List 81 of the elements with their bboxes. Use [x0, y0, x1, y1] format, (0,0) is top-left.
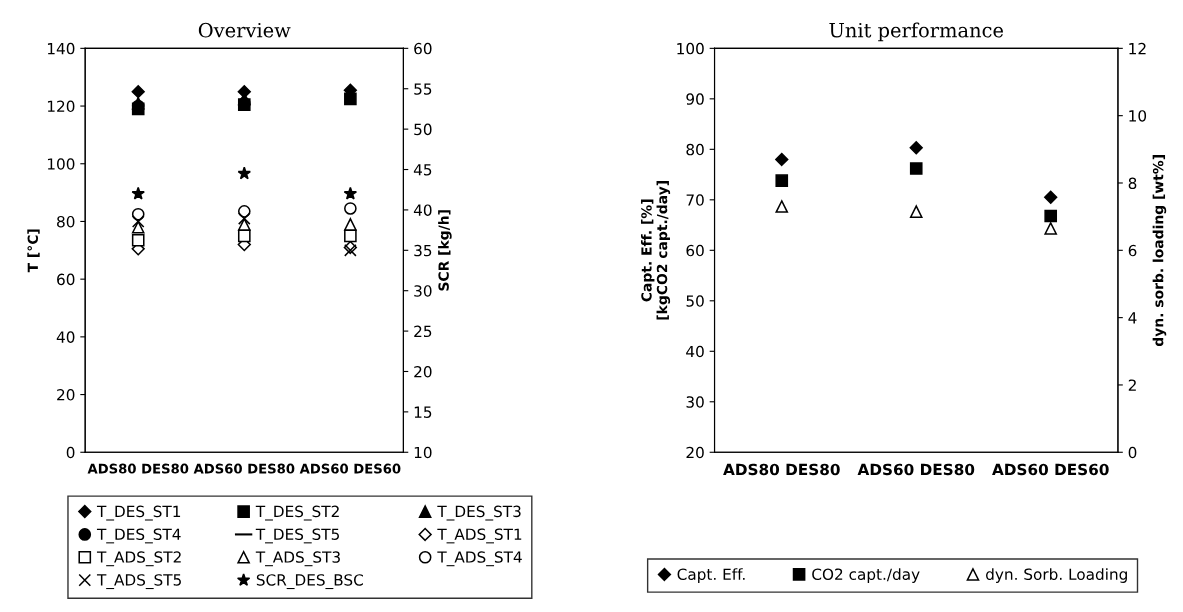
y2-tick-label: 40 — [413, 204, 432, 216]
chart-title: Overview — [198, 22, 291, 38]
point — [775, 152, 789, 167]
legend-label: T_ADS_ST2 — [96, 551, 181, 567]
y-tick-label: 50 — [686, 295, 704, 307]
y2-axis-title: dyn. sorb. loading [wt%] — [1152, 155, 1167, 347]
y2-tick-label: 35 — [414, 244, 432, 257]
y2-tick-label: 45 — [413, 164, 432, 176]
y2-tick-label: 20 — [414, 365, 432, 378]
legend-label: T_DES_ST2 — [255, 505, 339, 521]
y-tick-label: 80 — [57, 215, 75, 228]
y2-tick-label: 8 — [1128, 177, 1137, 190]
legend-label: T_DES_ST3 — [437, 505, 521, 521]
y2-tick-label: 55 — [414, 83, 432, 95]
y-tick-label: 30 — [686, 396, 704, 408]
y-tick-label: 90 — [686, 93, 704, 105]
point — [344, 92, 357, 106]
point — [1044, 190, 1058, 204]
y-tick-label: 40 — [686, 345, 704, 358]
x-tick-label: ADS60 DES60 — [992, 463, 1109, 476]
y2-tick-label: 50 — [414, 123, 432, 136]
point — [344, 218, 357, 231]
chart-title: Unit performance — [829, 22, 1004, 42]
legend-label: T_ADS_ST5 — [96, 574, 181, 590]
y-tick-label: 60 — [57, 273, 75, 286]
x-tick-label: ADS60 DES60 — [299, 463, 401, 474]
y2-tick-label: 30 — [414, 285, 432, 297]
y2-tick-label: 4 — [1128, 312, 1137, 324]
point — [131, 215, 145, 228]
y2-tick-label: 12 — [1129, 42, 1146, 55]
y2-tick-label: 25 — [414, 325, 432, 338]
point — [909, 141, 923, 155]
legend-label: T_ADS_ST4 — [437, 551, 522, 567]
y2-tick-label: 10 — [414, 446, 432, 459]
point — [775, 174, 789, 187]
y-tick-label: 0 — [66, 446, 75, 459]
y2-tick-label: 60 — [414, 42, 432, 55]
point — [131, 233, 145, 247]
y2-tick-label: 0 — [1128, 446, 1137, 459]
y-tick-label: 100 — [677, 42, 704, 55]
point — [131, 84, 145, 99]
point — [344, 229, 357, 243]
point — [237, 212, 251, 225]
point — [344, 202, 357, 215]
y-tick-label: 140 — [47, 42, 75, 55]
y-tick-label: 20 — [686, 446, 704, 459]
x-tick-label: ADS80 DES80 — [87, 463, 189, 474]
point — [1044, 222, 1058, 235]
y-tick-label: 70 — [686, 194, 704, 206]
x-tick-label: ADS80 DES80 — [723, 463, 840, 476]
point — [131, 220, 145, 234]
legend-label: CO2 capt./day — [812, 568, 920, 583]
point — [1044, 209, 1058, 223]
legend-label: T_ADS_ST3 — [255, 551, 340, 567]
point — [909, 205, 923, 218]
legend-label: T_DES_ST4 — [96, 528, 181, 544]
y2-axis-title: SCR [kg/h] — [438, 210, 452, 291]
y-tick-label: 20 — [57, 389, 75, 401]
legend-label: T_DES_ST5 — [255, 528, 339, 544]
point — [909, 162, 923, 175]
x-tick-label: ADS60 DES80 — [857, 463, 975, 476]
point — [237, 218, 251, 231]
legend-label: T_DES_ST1 — [96, 505, 181, 521]
y-axis-title: T [°C] — [27, 229, 40, 273]
y2-tick-label: 6 — [1128, 244, 1137, 257]
y-axis-title: Capt. Eff. [%] [kgCO2 capt./day] — [640, 181, 671, 320]
y2-tick-label: 15 — [414, 406, 432, 418]
y2-tick-label: 2 — [1128, 379, 1136, 391]
y-tick-label: 40 — [56, 331, 75, 343]
y2-tick-label: 10 — [1129, 110, 1147, 122]
y-tick-label: 60 — [686, 244, 704, 257]
point — [775, 200, 789, 213]
legend-label: dyn. Sorb. Loading — [986, 568, 1127, 583]
y-tick-label: 80 — [686, 143, 704, 156]
y-tick-label: 100 — [47, 158, 75, 170]
legend-label: T_ADS_ST1 — [437, 528, 522, 544]
x-tick-label: ADS60 DES80 — [193, 463, 295, 474]
legend-label: Capt. Eff. — [677, 568, 745, 583]
point — [237, 229, 251, 243]
legend-label: SCR_DES_BSC — [256, 574, 363, 590]
y-tick-label: 120 — [47, 100, 75, 113]
